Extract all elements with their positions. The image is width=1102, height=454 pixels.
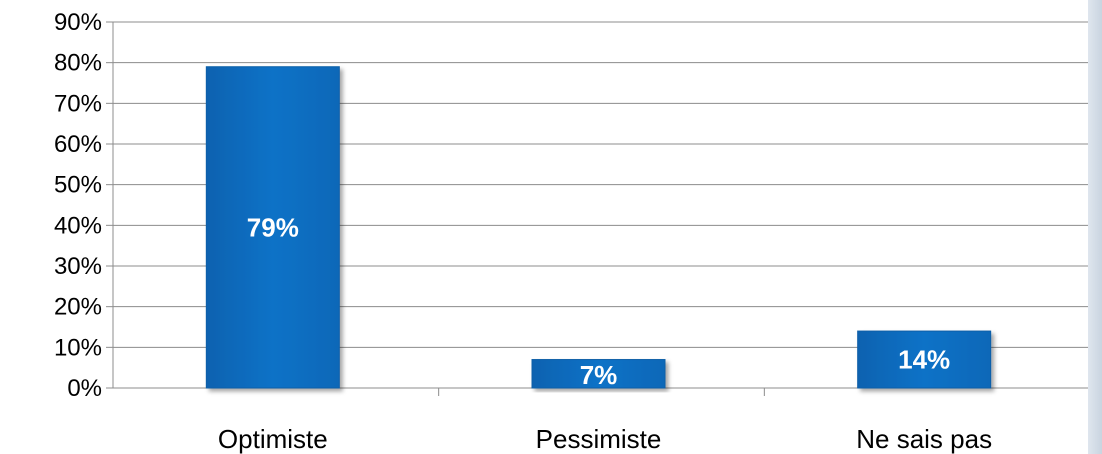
data-label: 79%: [247, 212, 299, 242]
y-tick-label: 30%: [54, 253, 102, 280]
bar-pessimiste: [531, 359, 666, 389]
y-tick-label: 60%: [54, 131, 102, 158]
y-tick-label: 80%: [54, 50, 102, 77]
bars: [205, 66, 992, 389]
bar-optimiste: [205, 66, 340, 389]
x-axis-tick-labels: Optimiste Pessimiste Ne sais pas: [218, 424, 992, 454]
y-tick-label: 10%: [54, 334, 102, 361]
data-label: 7%: [580, 360, 618, 390]
y-tick-label: 50%: [54, 172, 102, 199]
y-tick-label: 40%: [54, 212, 102, 239]
x-tick-label: Optimiste: [218, 424, 328, 454]
y-axis-tick-labels: 0% 10% 20% 30% 40% 50% 60% 70% 80% 90%: [54, 9, 102, 402]
bar-ne-sais-pas: [857, 330, 992, 389]
data-label: 14%: [898, 345, 950, 375]
x-tick-label: Pessimiste: [536, 424, 662, 454]
x-tick-label: Ne sais pas: [856, 424, 992, 454]
y-tick-label: 20%: [54, 294, 102, 321]
right-edge-panel: [1088, 0, 1102, 454]
y-tick-label: 70%: [54, 90, 102, 117]
data-labels: 79% 7% 14%: [247, 212, 950, 390]
y-tick-label: 90%: [54, 9, 102, 36]
y-tick-label: 0%: [67, 375, 102, 402]
